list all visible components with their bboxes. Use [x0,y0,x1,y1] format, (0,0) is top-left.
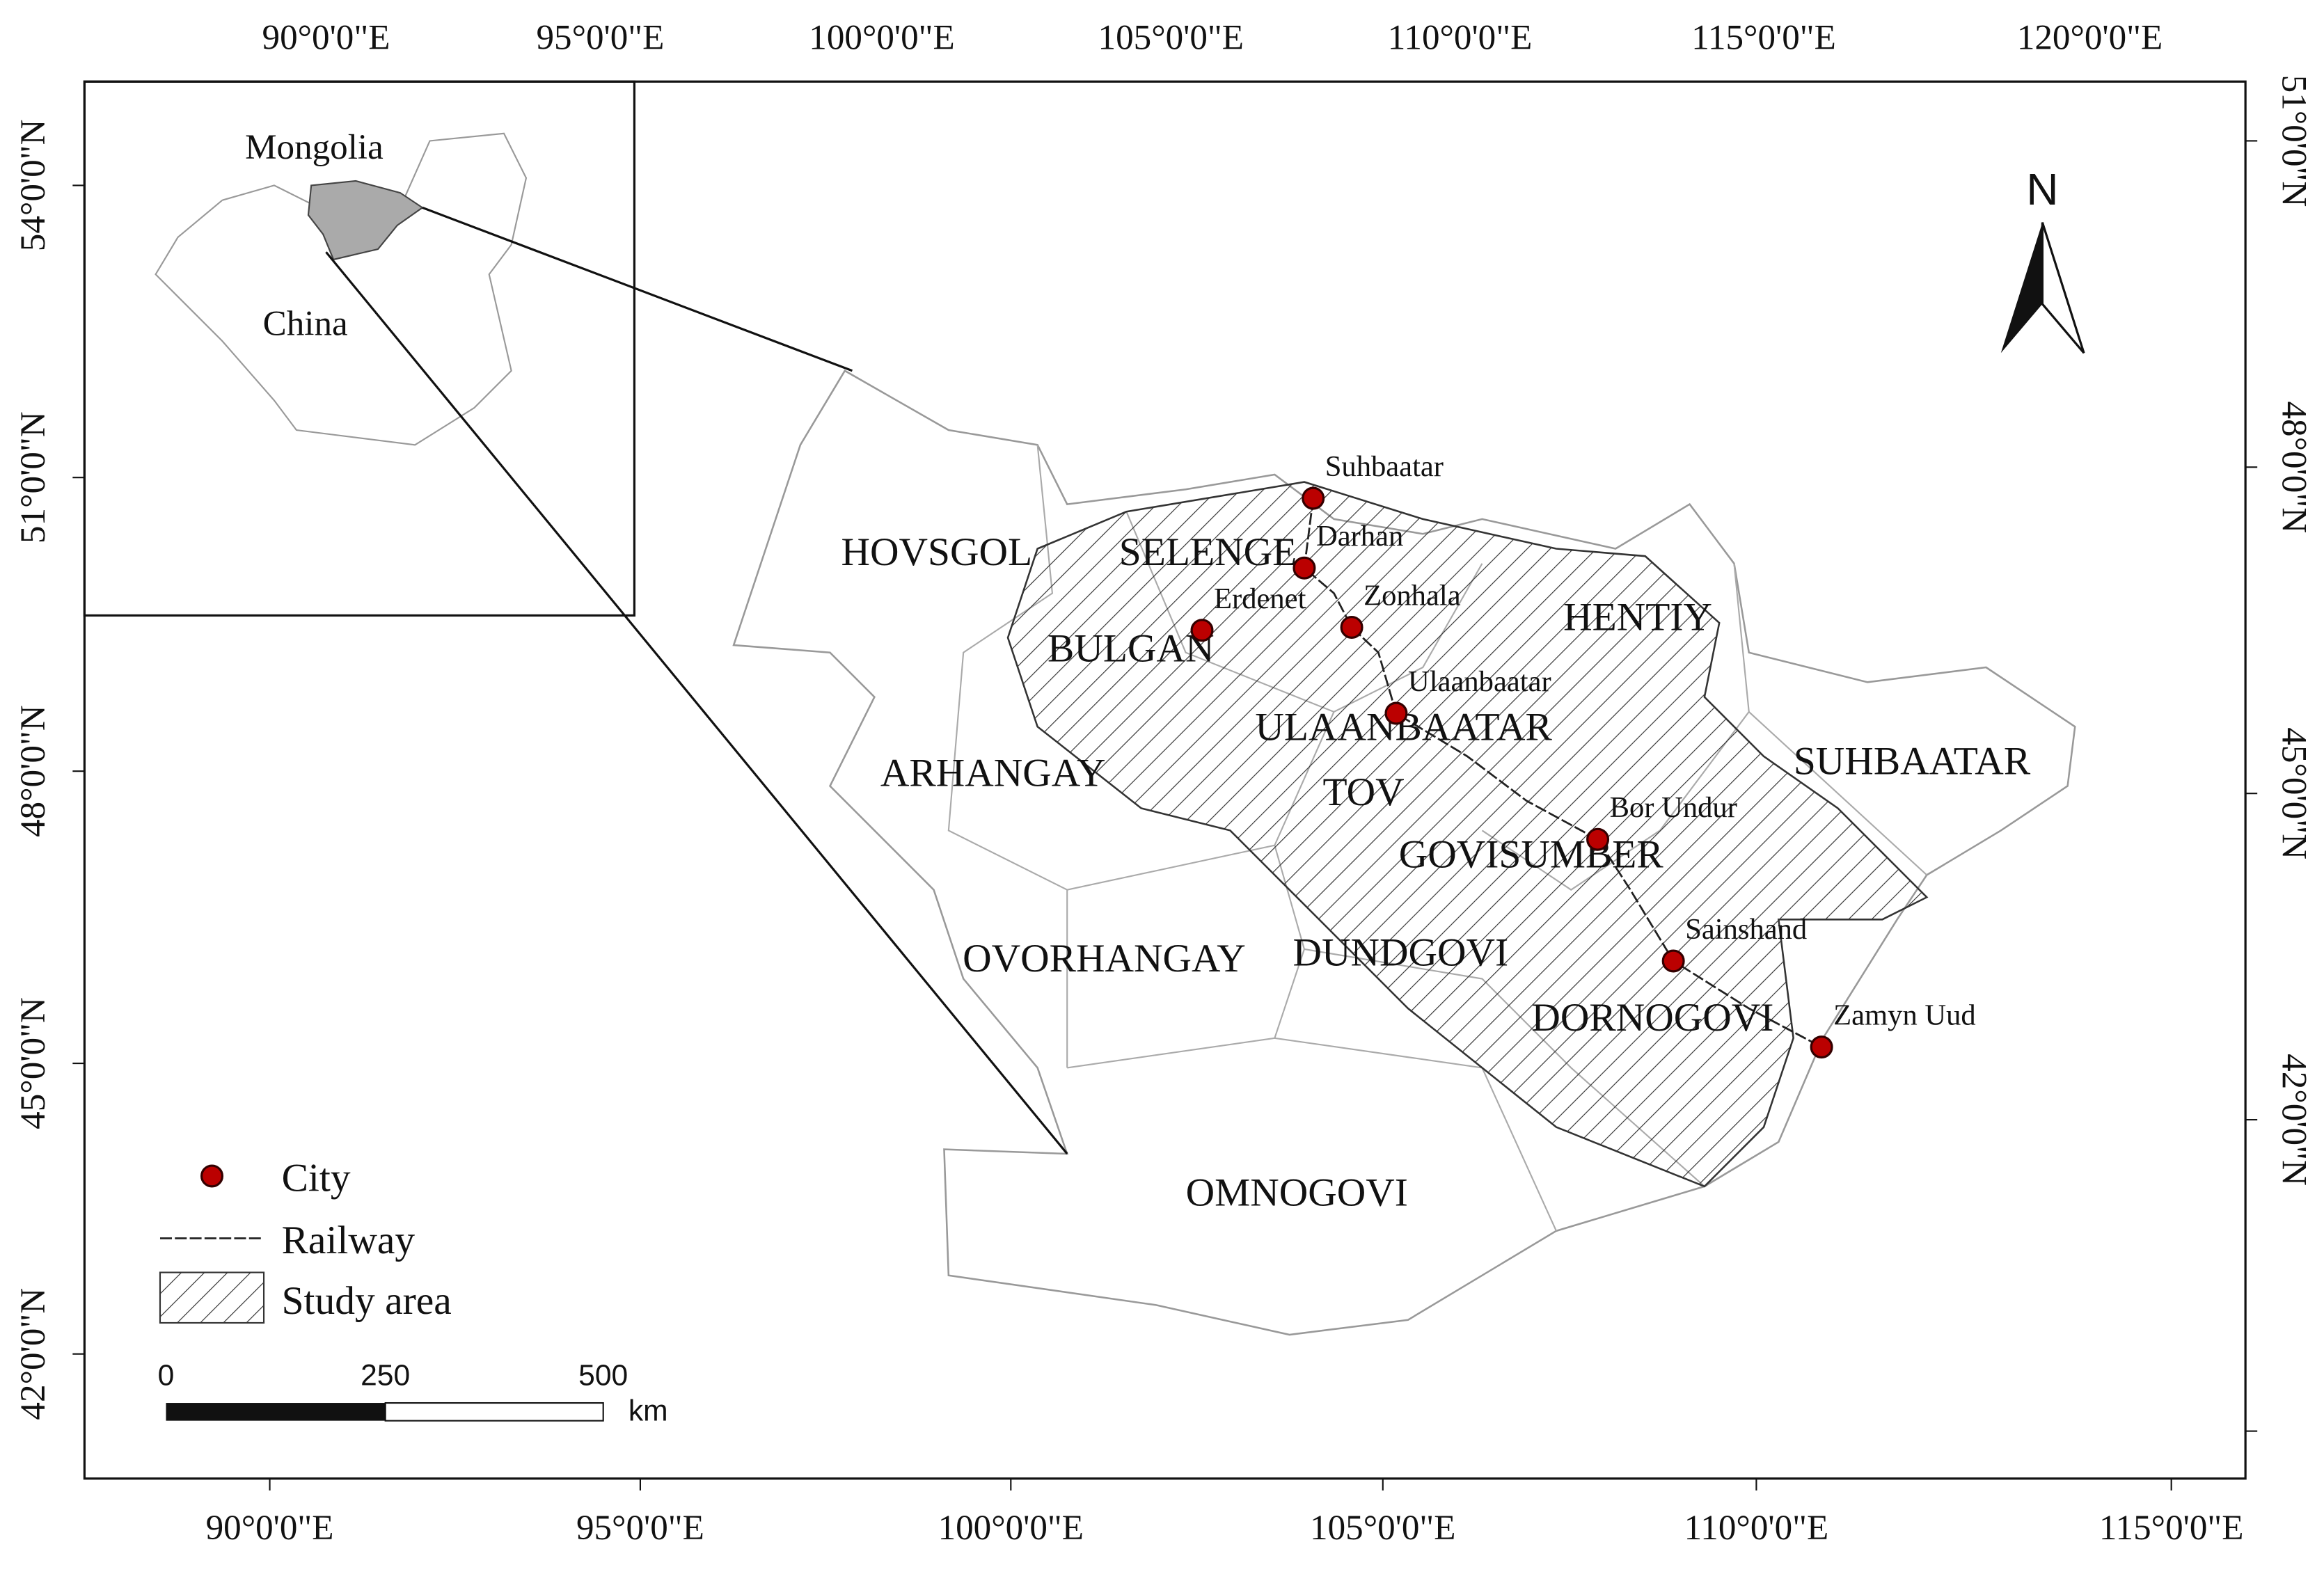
left-axis-label: 48°0'0"N [13,705,53,837]
province-label: SUHBAATAR [1794,739,2031,783]
city-dot [1384,701,1408,725]
province-label: TOV [1323,770,1405,814]
top-axis-label: 120°0'0"E [2017,17,2163,57]
city-dot [1302,486,1325,510]
scale-tick-label: 500 [578,1358,628,1392]
top-axis-label: 95°0'0"E [536,17,664,57]
legend-label: City [282,1156,351,1200]
province-label: GOVISUMBER [1399,833,1664,877]
scale-tick-label: 0 [158,1358,175,1392]
map-frame [83,80,2247,1480]
inset-label: China [263,304,348,344]
top-axis-label: 110°0'0"E [1388,17,1533,57]
scale-tick-label: 250 [361,1358,410,1392]
province-label: OMNOGOVI [1186,1171,1408,1215]
city-label: Erdenet [1214,582,1306,615]
city-dot [1293,556,1316,580]
city-label: Suhbaatar [1325,450,1444,483]
province-label: SELENGE [1119,530,1297,574]
city-label: Sainshand [1685,913,1807,946]
city-dot [1190,619,1214,642]
legend-city-symbol [200,1164,224,1188]
top-axis-label: 90°0'0"E [262,17,390,57]
north-arrow: N [2000,164,2085,354]
legend: City Railway Study area [159,1156,452,1324]
right-axis-label: 45°0'0"N [2274,727,2314,859]
north-label: N [2026,164,2058,214]
province-label: OVORHANGAY [963,937,1246,980]
scale-bar: 0 250 500 km [158,1358,668,1427]
province-label: HENTIY [1563,596,1712,640]
inset-label: Mongolia [245,127,384,167]
bottom-axis-label: 110°0'0"E [1684,1508,1829,1548]
legend-label: Railway [282,1218,416,1262]
province-label: HOVSGOL [841,530,1033,574]
left-axis-label: 42°0'0"N [13,1288,53,1420]
top-axis-label: 100°0'0"E [809,17,954,57]
bottom-axis-label: 95°0'0"E [576,1508,704,1548]
bottom-axis-label: 115°0'0"E [2099,1508,2244,1548]
zoom-line [325,251,1068,1155]
province-label: ARHANGAY [880,751,1106,795]
city-label: Zamyn Uud [1833,999,1976,1032]
top-axis-label: 115°0'0"E [1691,17,1836,57]
scale-segment [384,1402,604,1422]
left-axis-label: 51°0'0"N [13,411,53,543]
scale-unit: km [629,1395,668,1428]
bottom-axis-label: 90°0'0"E [206,1508,334,1548]
right-axis-label: 51°0'0"N [2274,75,2314,207]
bottom-axis-label: 100°0'0"E [938,1508,1084,1548]
scale-segment [166,1403,386,1421]
right-axis-label: 42°0'0"N [2274,1054,2314,1186]
city-dot [1340,615,1363,639]
province-label: DORNOGOVI [1531,996,1773,1040]
city-dot [1586,827,1610,851]
zoom-line [422,206,853,372]
city-label: Bor Undur [1610,791,1737,824]
legend-study-symbol [159,1271,265,1324]
province-label: DUNDGOVI [1293,930,1508,974]
left-axis-label: 45°0'0"N [13,997,53,1129]
top-axis-label: 105°0'0"E [1098,17,1244,57]
study-area [1006,481,1929,1188]
city-dot [1661,949,1685,973]
province-label: BULGAN [1048,626,1214,670]
mongolia-inset [307,180,424,261]
right-axis-label: 48°0'0"N [2274,401,2314,533]
city-label: Darhan [1316,520,1403,553]
city-label: Zonhala [1363,579,1461,612]
left-axis-label: 54°0'0"N [13,120,53,252]
legend-label: Study area [282,1279,452,1323]
bottom-axis-label: 105°0'0"E [1310,1508,1455,1548]
city-label: Ulaanbaatar [1408,665,1551,698]
city-dot [1810,1035,1833,1059]
